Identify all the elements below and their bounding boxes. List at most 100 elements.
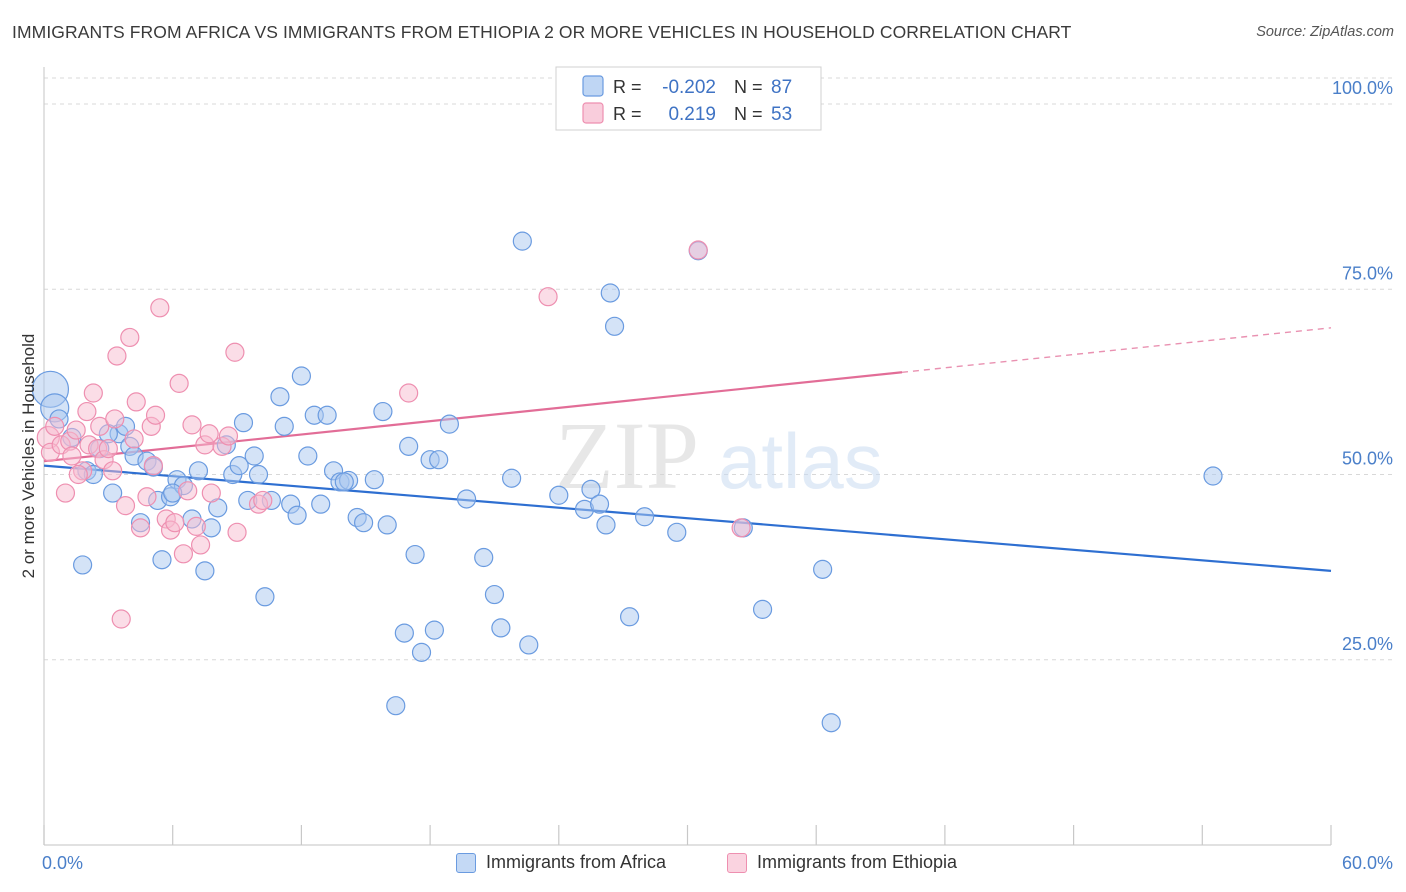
africa-point xyxy=(270,387,290,407)
africa-point xyxy=(103,483,123,503)
africa-point xyxy=(394,623,414,643)
axes xyxy=(43,67,1332,846)
ethiopia-trend-line xyxy=(43,371,903,463)
ethiopia-trend-extension xyxy=(901,327,1332,373)
ethiopia-point xyxy=(45,416,65,436)
africa-point xyxy=(364,470,384,490)
y-tick-label: 100.0% xyxy=(1332,78,1393,98)
africa-point xyxy=(73,555,93,575)
africa-point xyxy=(229,456,249,476)
legend-africa-n-label: N = xyxy=(734,77,763,97)
source-label: Source: ZipAtlas.com xyxy=(1256,24,1394,40)
ethiopia-point xyxy=(178,481,198,501)
x-max-label: 60.0% xyxy=(1342,853,1393,873)
y-tick-label: 75.0% xyxy=(1342,263,1393,283)
africa-point xyxy=(439,414,460,434)
africa-point xyxy=(619,607,640,627)
ethiopia-point xyxy=(107,346,127,366)
ethiopia-point xyxy=(169,373,189,393)
africa-point xyxy=(549,485,569,505)
y-tick-labels: 25.0% 50.0% 75.0% 100.0% xyxy=(1332,78,1393,654)
africa-point xyxy=(287,505,307,525)
ethiopia-point xyxy=(190,535,211,555)
ethiopia-point xyxy=(126,392,146,412)
africa-point xyxy=(274,416,294,436)
africa-point xyxy=(233,413,254,433)
ethiopia-point xyxy=(173,544,194,564)
africa-point xyxy=(188,461,209,481)
africa-point xyxy=(581,479,601,499)
ethiopia-point xyxy=(399,383,419,403)
ethiopia-point xyxy=(143,456,163,476)
africa-point xyxy=(377,515,397,535)
africa-point xyxy=(298,446,318,466)
africa-point xyxy=(354,513,374,533)
ethiopia-point xyxy=(253,490,273,511)
legend-item-africa[interactable]: Immigrants from Africa xyxy=(456,852,666,873)
legend-ethiopia-n-value: 53 xyxy=(771,104,792,125)
watermark-atlas: atlas xyxy=(718,417,883,505)
africa-point xyxy=(512,231,532,251)
ethiopia-point xyxy=(120,327,140,348)
ethiopia-point xyxy=(55,483,76,503)
legend-label-ethiopia: Immigrants from Ethiopia xyxy=(757,852,958,872)
legend-ethiopia-r-value: 0.219 xyxy=(668,104,716,125)
y-tick-label: 50.0% xyxy=(1342,449,1393,469)
ethiopia-point xyxy=(688,240,708,260)
africa-point xyxy=(600,283,620,303)
africa-point xyxy=(195,561,215,581)
africa-point xyxy=(386,696,406,716)
legend-africa-r-label: R = xyxy=(613,77,642,97)
x-min-label: 0.0% xyxy=(42,853,83,873)
watermark-zip: ZIP xyxy=(555,402,699,509)
africa-point xyxy=(589,494,610,514)
africa-point xyxy=(1203,466,1223,486)
ethiopia-point xyxy=(115,496,136,516)
ethiopia-point xyxy=(111,609,131,629)
ethiopia-point xyxy=(731,518,751,538)
y-tick-label: 25.0% xyxy=(1342,634,1393,654)
legend-item-ethiopia[interactable]: Immigrants from Ethiopia xyxy=(727,852,957,873)
legend-ethiopia-r-label: R = xyxy=(613,104,642,124)
africa-point xyxy=(399,436,419,456)
ethiopia-point xyxy=(165,513,185,533)
legend-africa-r-value: -0.202 xyxy=(662,77,716,98)
ethiopia-points xyxy=(36,240,751,629)
chart-title: IMMIGRANTS FROM AFRICA VS IMMIGRANTS FRO… xyxy=(12,22,1072,42)
ethiopia-point xyxy=(83,383,103,403)
africa-point xyxy=(821,713,841,733)
ethiopia-point xyxy=(218,426,239,446)
ethiopia-point xyxy=(103,461,123,481)
legend-africa-n-value: 87 xyxy=(771,77,792,98)
africa-point xyxy=(411,642,432,662)
africa-point xyxy=(474,547,494,568)
ethiopia-point xyxy=(124,429,144,449)
africa-point xyxy=(334,472,354,492)
africa-point xyxy=(311,494,331,514)
ethiopia-point xyxy=(105,409,125,429)
africa-point xyxy=(373,401,393,422)
ethiopia-point xyxy=(199,424,219,444)
africa-point xyxy=(634,507,655,527)
ethiopia-swatch xyxy=(727,852,747,873)
africa-point xyxy=(152,550,172,570)
africa-point xyxy=(519,635,539,655)
africa-point xyxy=(667,522,687,542)
africa-point xyxy=(502,468,522,488)
africa-point xyxy=(291,366,311,386)
africa-point xyxy=(491,618,511,638)
africa-point xyxy=(429,450,449,470)
africa-point xyxy=(604,316,625,336)
ethiopia-point xyxy=(62,446,82,466)
africa-point xyxy=(813,559,833,579)
grid-lines xyxy=(44,77,1393,661)
ethiopia-point xyxy=(182,415,202,435)
ethiopia-point xyxy=(186,516,206,536)
ethiopia-point xyxy=(66,420,86,440)
ethiopia-point xyxy=(150,298,170,318)
ethiopia-point xyxy=(77,401,97,422)
ethiopia-point xyxy=(227,522,247,542)
africa-point xyxy=(752,599,773,619)
africa-point xyxy=(456,489,477,509)
africa-point xyxy=(596,515,616,535)
